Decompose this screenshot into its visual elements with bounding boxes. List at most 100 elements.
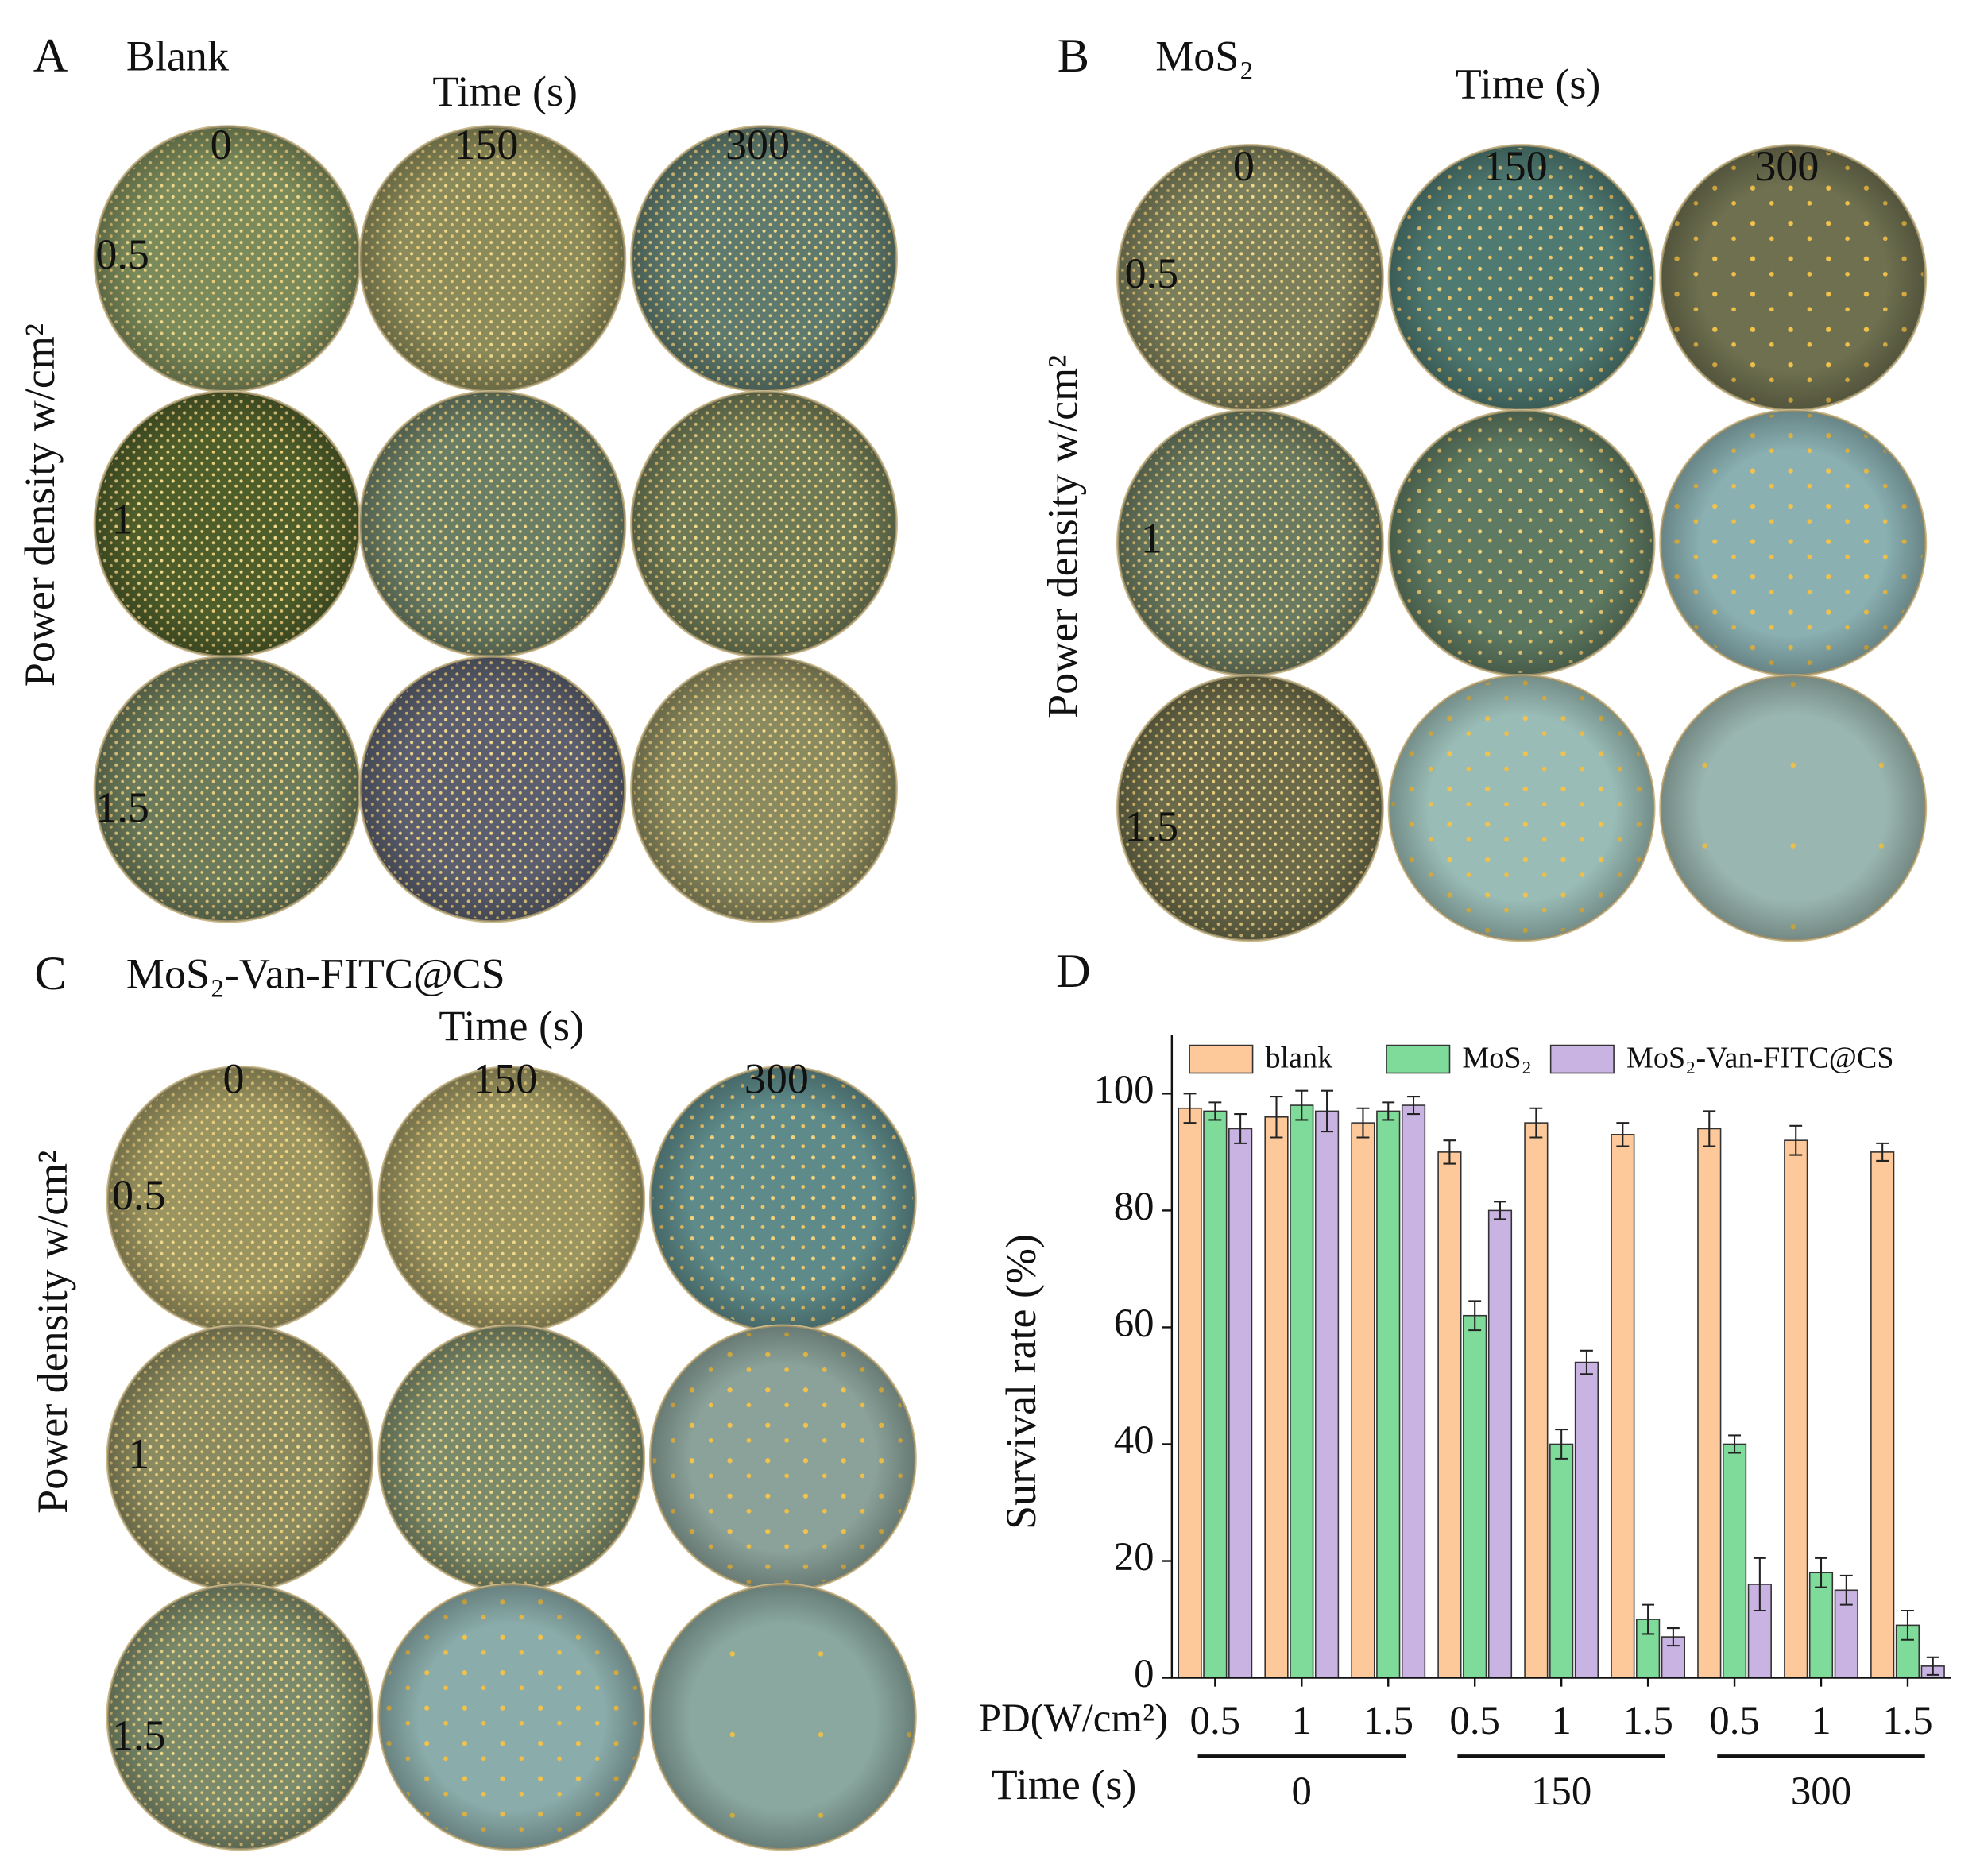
x-tick-label: 1 bbox=[1811, 1698, 1831, 1743]
error-bar bbox=[1234, 1113, 1247, 1144]
dish-shade bbox=[95, 391, 360, 657]
dish-shade bbox=[1117, 145, 1383, 411]
time-value: 0 bbox=[211, 121, 232, 168]
legend-swatch bbox=[1189, 1044, 1254, 1074]
dish-shade bbox=[650, 1325, 916, 1591]
time-value: 150 bbox=[454, 121, 518, 168]
power-value: 1 bbox=[112, 496, 133, 543]
time-value: 0 bbox=[1233, 142, 1255, 190]
time-value: 300 bbox=[744, 1055, 809, 1103]
error-bar bbox=[1616, 1122, 1630, 1147]
bar bbox=[1264, 1116, 1289, 1679]
legend-label: MoS₂ bbox=[1462, 1041, 1531, 1074]
x-tick-label: 1.5 bbox=[1363, 1698, 1413, 1743]
group-label: Time (s) bbox=[992, 1761, 1137, 1808]
error-bar bbox=[1666, 1627, 1680, 1647]
legend-swatch bbox=[1549, 1044, 1615, 1074]
time-value: 300 bbox=[1754, 142, 1819, 190]
bar bbox=[1611, 1134, 1635, 1679]
error-bar bbox=[1926, 1656, 1939, 1676]
power-label: Power density w/cm² bbox=[1038, 355, 1086, 718]
power-value: 1.5 bbox=[112, 1712, 166, 1759]
power-value: 0.5 bbox=[95, 230, 149, 278]
dish-shade bbox=[378, 1066, 644, 1333]
dish-shade bbox=[359, 391, 625, 657]
power-label: Power density w/cm² bbox=[29, 1151, 76, 1514]
bar bbox=[1784, 1139, 1808, 1679]
bar bbox=[1549, 1443, 1574, 1679]
time-label: Time (s) bbox=[432, 68, 578, 115]
dish-shade bbox=[1660, 675, 1926, 941]
dish-shade bbox=[378, 1584, 644, 1850]
error-bar bbox=[1839, 1574, 1853, 1606]
group-value: 300 bbox=[1791, 1769, 1851, 1813]
error-bar bbox=[1494, 1201, 1506, 1220]
power-value: 1 bbox=[128, 1429, 149, 1477]
bar bbox=[1808, 1572, 1834, 1679]
panel-letter: C bbox=[34, 947, 66, 1000]
legend-swatch bbox=[1386, 1044, 1451, 1074]
bar bbox=[1228, 1128, 1253, 1679]
error-bar bbox=[1356, 1107, 1370, 1139]
y-tick-label: 20 bbox=[1114, 1534, 1154, 1579]
group-value: 0 bbox=[1292, 1769, 1312, 1813]
dish-shade bbox=[107, 1584, 373, 1850]
dish-shade bbox=[359, 656, 625, 922]
x-tick-label: 1 bbox=[1292, 1698, 1312, 1743]
bar bbox=[1376, 1110, 1401, 1679]
y-tick-label: 0 bbox=[1134, 1651, 1154, 1696]
y-axis-label: Survival rate (%) bbox=[997, 1234, 1045, 1530]
dish-shade bbox=[1660, 410, 1926, 676]
error-bar bbox=[1728, 1434, 1742, 1454]
time-value: 300 bbox=[725, 121, 790, 168]
error-bar bbox=[1321, 1089, 1334, 1133]
bar bbox=[1524, 1122, 1549, 1679]
panel-title: MoS₂-Van-FITC@CS bbox=[126, 950, 505, 998]
error-bar bbox=[1901, 1609, 1914, 1641]
time-value: 0 bbox=[223, 1055, 245, 1103]
error-bar bbox=[1183, 1093, 1197, 1124]
error-bar bbox=[1580, 1349, 1593, 1375]
axes bbox=[1170, 1035, 1951, 1679]
x-tick-label: 1.5 bbox=[1622, 1698, 1673, 1743]
dish-shade bbox=[107, 1066, 373, 1333]
error-bar bbox=[1382, 1101, 1395, 1121]
power-value: 0.5 bbox=[1125, 249, 1179, 297]
y-tick-label: 80 bbox=[1114, 1184, 1154, 1228]
bar bbox=[1870, 1151, 1895, 1679]
bar bbox=[1722, 1443, 1747, 1679]
dish-shade bbox=[631, 656, 897, 922]
error-bar bbox=[1703, 1110, 1716, 1147]
error-bar bbox=[1753, 1557, 1766, 1612]
error-bar bbox=[1407, 1096, 1420, 1116]
dish-shade bbox=[631, 391, 897, 657]
time-label: Time (s) bbox=[439, 1002, 584, 1050]
bar bbox=[1574, 1361, 1599, 1679]
power-label: Power density w/cm² bbox=[16, 323, 64, 687]
power-value: 0.5 bbox=[112, 1171, 166, 1219]
error-bar bbox=[1642, 1603, 1655, 1635]
group-value: 150 bbox=[1531, 1769, 1591, 1813]
power-value: 1 bbox=[1141, 515, 1162, 563]
legend-label: blank bbox=[1265, 1041, 1333, 1074]
error-bar bbox=[1208, 1101, 1222, 1121]
error-bar bbox=[1789, 1124, 1803, 1156]
dish-shade bbox=[1389, 145, 1654, 411]
bar bbox=[1437, 1151, 1462, 1679]
dish-shade bbox=[631, 126, 897, 392]
y-tick-label: 60 bbox=[1114, 1301, 1154, 1345]
time-label: Time (s) bbox=[1456, 60, 1601, 108]
y-tick-label: 40 bbox=[1114, 1418, 1154, 1462]
time-value: 150 bbox=[1483, 142, 1548, 190]
error-bar bbox=[1270, 1096, 1283, 1139]
panel-title: Blank bbox=[126, 33, 230, 80]
error-bar bbox=[1815, 1557, 1827, 1588]
y-tick-label: 100 bbox=[1093, 1067, 1154, 1112]
legend-label: MoS₂-Van-FITC@CS bbox=[1626, 1041, 1894, 1074]
power-value: 1.5 bbox=[95, 783, 149, 831]
bar bbox=[1178, 1107, 1202, 1679]
panel-title: MoS₂ bbox=[1155, 33, 1254, 80]
power-value: 1.5 bbox=[1125, 803, 1179, 850]
error-bar bbox=[1555, 1429, 1568, 1460]
